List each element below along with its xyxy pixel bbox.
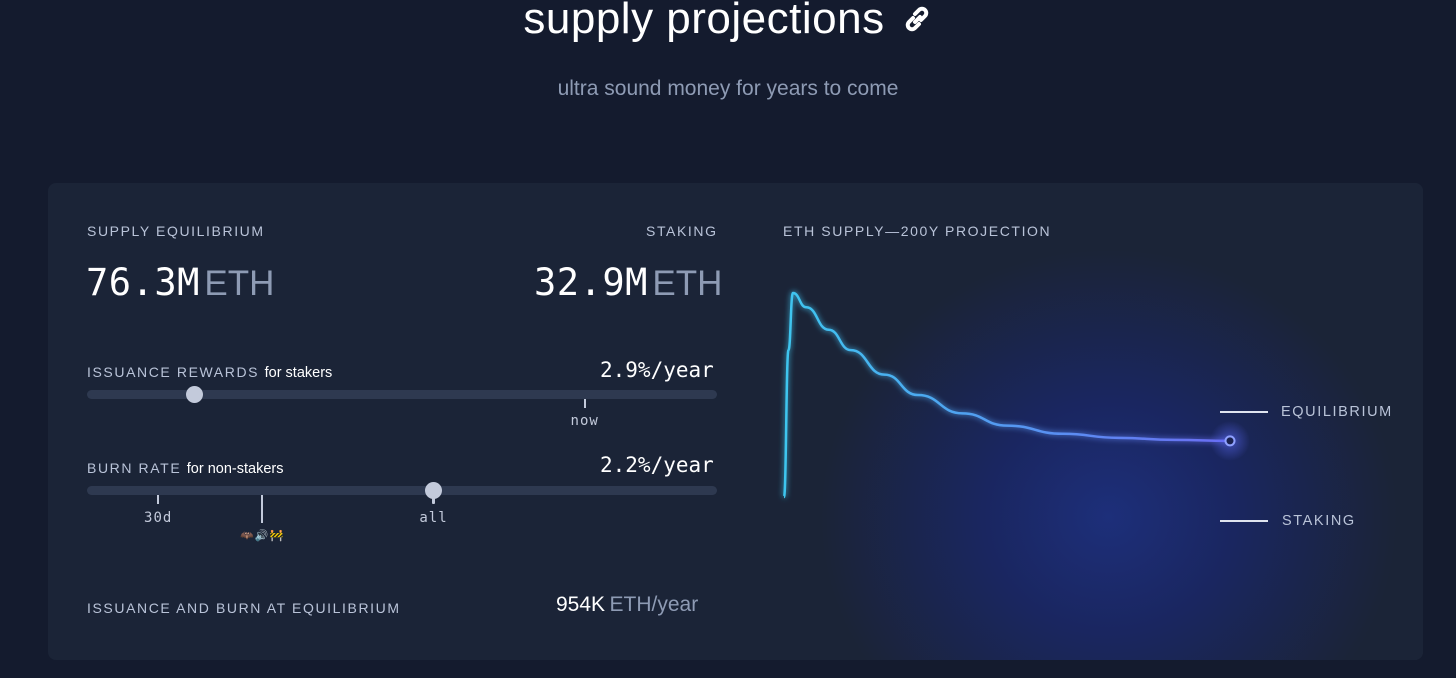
staking-label: STAKING (646, 223, 718, 239)
page-title: supply projections (523, 0, 885, 43)
staking-unit: ETH (652, 264, 723, 303)
issuance-rewards-sublabel: for stakers (264, 365, 333, 381)
issuance-rate: 2.9%/year (600, 358, 714, 382)
issuance-burn-equilibrium-value: 954K ETH/year (556, 593, 698, 617)
issuance-slider[interactable] (87, 386, 717, 403)
issuance-rewards-label: ISSUANCE REWARDS for stakers (87, 364, 332, 381)
now-marker-tick (583, 399, 586, 408)
burn-rate-label: BURN RATE for non-stakers (87, 460, 283, 477)
issuance-burn-equilibrium-label: ISSUANCE AND BURN AT EQUILIBRIUM (87, 600, 401, 616)
ultra-sound-marker-label: 🦇🔊🚧 (240, 530, 285, 542)
staking-amount: 32.9M (534, 261, 648, 304)
30d-marker-label: 30d (144, 510, 173, 526)
issuance-slider-thumb[interactable] (185, 386, 203, 403)
section-header: supply projections (0, 0, 1456, 44)
equilibrium-flow-amount: 954K (556, 593, 606, 616)
equilibrium-point[interactable] (1224, 435, 1236, 447)
equilibrium-legend-label: EQUILIBRIUM (1281, 404, 1393, 420)
burn-rate-title: BURN RATE (87, 460, 182, 476)
supply-projection-chart (782, 291, 1250, 499)
all-marker-label: all (419, 510, 448, 526)
staking-legend-label: STAKING (1282, 513, 1356, 529)
burn-slider-thumb[interactable] (425, 482, 442, 504)
burn-slider[interactable] (87, 482, 717, 504)
supply-projection-card: SUPPLY EQUILIBRIUM STAKING 76.3M ETH 32.… (48, 183, 1423, 660)
equilibrium-amount: 76.3M (86, 261, 200, 304)
chart-background-glow (768, 183, 1423, 660)
burn-rate-value: 2.2%/year (600, 453, 714, 477)
issuance-rewards-title: ISSUANCE REWARDS (87, 364, 260, 380)
supply-equilibrium-label: SUPPLY EQUILIBRIUM (87, 223, 265, 239)
equilibrium-unit: ETH (204, 264, 275, 303)
now-marker-label: now (570, 413, 599, 429)
supply-equilibrium-value: 76.3M ETH (86, 261, 274, 304)
page-subtitle: ultra sound money for years to come (557, 77, 899, 100)
burn-rate-sublabel: for non-stakers (186, 461, 284, 477)
supply-series-line (782, 291, 1231, 499)
ultra-sound-marker-tick (261, 495, 264, 523)
chart-title: ETH SUPPLY—200Y PROJECTION (783, 223, 1052, 239)
staking-legend-line (1220, 520, 1268, 522)
staking-value: 32.9M ETH (534, 261, 722, 304)
equilibrium-legend-line (1220, 411, 1268, 413)
30d-marker-tick (157, 495, 160, 504)
equilibrium-flow-unit: ETH/year (609, 593, 699, 616)
link-icon[interactable] (901, 3, 933, 35)
